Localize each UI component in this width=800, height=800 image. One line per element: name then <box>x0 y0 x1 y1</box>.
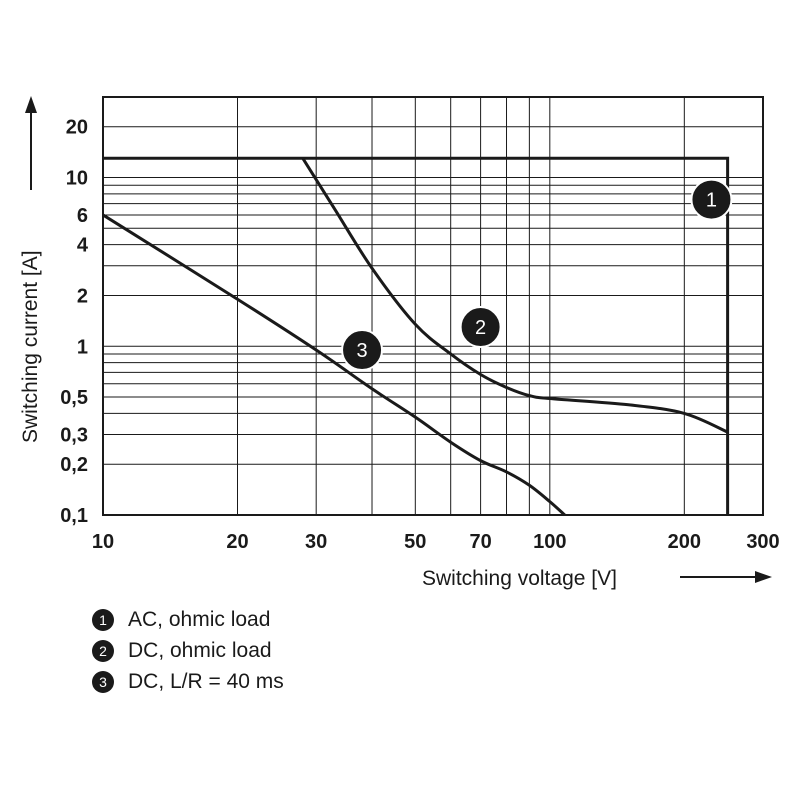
legend-item: 2 DC, ohmic load <box>92 635 492 666</box>
badge-2-circle <box>459 306 502 349</box>
curve-badges: 1 2 3 <box>341 178 733 372</box>
switching-capacity-chart: 10 20 30 50 70 100 200 300 0,10,20,30,512461020… <box>19 96 780 590</box>
legend-label: DC, L/R = 40 ms <box>128 669 284 693</box>
badge-1-label: 1 <box>706 190 717 212</box>
badge-1-circle <box>690 178 733 221</box>
curve-2 <box>301 157 729 434</box>
legend-item: 1 AC, ohmic load <box>92 604 492 635</box>
y-axis-title: Switching current [A] <box>19 250 42 443</box>
y-tick-label: 10 <box>66 168 88 190</box>
y-tick-label: 1 <box>77 336 88 358</box>
curve-3 <box>102 213 566 517</box>
x-axis-title: Switching voltage [V] <box>422 567 617 590</box>
plot-frame <box>102 96 764 516</box>
y-tick-label: 6 <box>77 205 88 227</box>
badge-1-icon: 1 <box>92 608 114 631</box>
badge-2-icon: 2 <box>92 639 114 662</box>
x-axis-arrow <box>680 571 772 583</box>
badge-3-label: 3 <box>356 340 367 362</box>
x-tick-labels: 10 20 30 50 70 100 200 300 <box>92 531 780 553</box>
y-tick-label: 0,1 <box>60 505 88 527</box>
x-tick-label: 10 <box>92 531 114 553</box>
x-tick-label: 20 <box>226 531 248 553</box>
legend: 1 AC, ohmic load 2 DC, ohmic load 3 DC, … <box>92 604 492 697</box>
legend-label: AC, ohmic load <box>128 607 271 631</box>
x-tick-label: 200 <box>668 531 701 553</box>
badge-3-circle <box>341 329 384 372</box>
y-tick-label: 4 <box>77 235 89 257</box>
legend-item: 3 DC, L/R = 40 ms <box>92 666 492 697</box>
legend-label: DC, ohmic load <box>128 638 272 662</box>
y-tick-label: 2 <box>77 285 88 307</box>
y-tick-label: 0,5 <box>60 387 88 409</box>
y-tick-label: 20 <box>66 117 88 139</box>
y-tick-label: 0,3 <box>60 424 88 446</box>
curves <box>102 156 730 517</box>
x-tick-label: 50 <box>404 531 426 553</box>
badge-2-label: 2 <box>475 317 486 339</box>
y-tick-labels: 0,1 0,2 0,3 0,5 1 2 4 6 10 20 <box>60 117 89 527</box>
x-tick-label: 300 <box>746 531 779 553</box>
x-tick-label: 30 <box>305 531 327 553</box>
badge-3-icon: 3 <box>92 670 114 693</box>
y-axis-arrow <box>25 96 37 190</box>
x-tick-label: 100 <box>533 531 566 553</box>
x-tick-label: 70 <box>469 531 491 553</box>
y-tick-label: 0,2 <box>60 454 88 476</box>
curve-1 <box>103 156 730 515</box>
